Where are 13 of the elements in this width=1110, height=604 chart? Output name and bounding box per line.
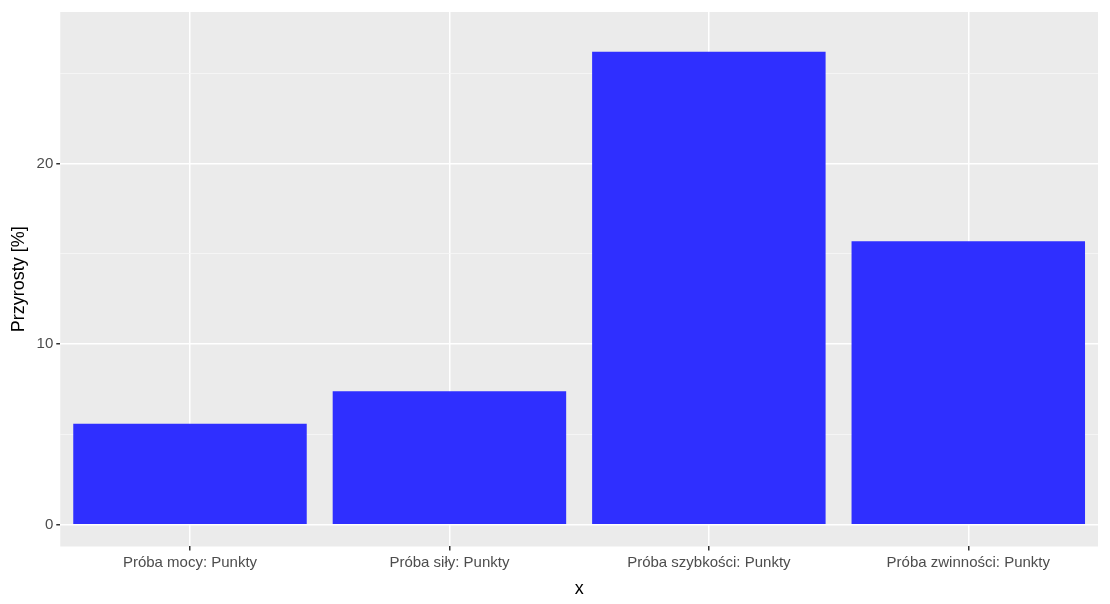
bar	[73, 423, 307, 524]
bar	[592, 51, 826, 524]
y-axis-title: Przyrosty [%]	[7, 226, 28, 333]
x-tick-label: Próba zwinności: Punkty	[886, 552, 1051, 570]
x-tick-label: Próba szybkości: Punkty	[627, 552, 792, 570]
y-tick-label: 20	[36, 153, 54, 171]
y-tick-label: 10	[36, 334, 54, 352]
x-tick-label: Próba siły: Punkty	[389, 552, 510, 570]
bar	[851, 241, 1086, 524]
x-tick-label: Próba mocy: Punkty	[122, 552, 258, 570]
bar	[332, 391, 567, 524]
x-axis-title: x	[574, 578, 584, 599]
y-tick-label: 0	[44, 514, 54, 532]
